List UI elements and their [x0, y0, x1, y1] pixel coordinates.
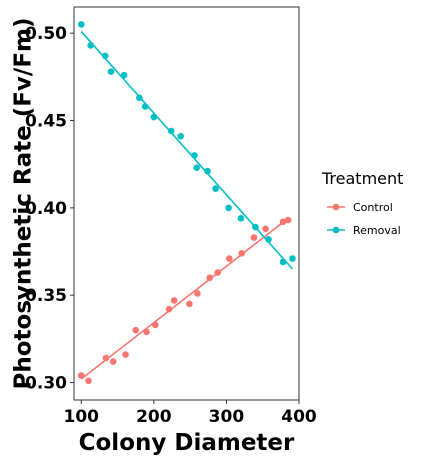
data-point-removal — [120, 71, 128, 79]
data-point-control — [151, 321, 159, 329]
data-point-control — [262, 225, 269, 233]
data-point-removal — [191, 152, 198, 159]
data-point-control — [170, 297, 178, 304]
y-tick-label: 0.40 — [25, 199, 67, 219]
legend: Treatment Control Removal — [321, 169, 403, 237]
data-point-removal — [265, 236, 272, 243]
data-point-removal — [289, 255, 296, 262]
legend-label: Control — [353, 201, 393, 214]
data-point-removal — [136, 94, 143, 102]
x-tick-label: 300 — [209, 407, 245, 427]
data-point-removal — [167, 127, 175, 135]
data-point-control — [206, 274, 214, 282]
x-axis: 100 200 300 400 — [64, 400, 317, 427]
x-tick-label: 200 — [136, 407, 172, 427]
data-point-removal — [107, 68, 115, 75]
data-point-removal — [193, 164, 200, 171]
x-axis-title: Colony Diameter — [79, 430, 295, 456]
data-point-removal — [87, 42, 94, 49]
data-point-removal — [150, 113, 158, 121]
legend-item-control: Control — [327, 201, 393, 214]
data-point-control — [226, 255, 233, 262]
y-tick-label: 0.45 — [25, 112, 67, 132]
y-axis: 0.30 0.35 0.40 0.45 0.50 — [25, 24, 74, 394]
data-point-removal — [212, 185, 219, 192]
data-point-control — [102, 354, 110, 362]
x-tick-label: 100 — [64, 407, 100, 427]
legend-label: Removal — [353, 224, 401, 237]
data-point-removal — [204, 167, 211, 175]
data-point-control — [77, 372, 85, 379]
data-point-removal — [252, 223, 259, 231]
data-point-control — [186, 300, 193, 308]
data-point-control — [109, 358, 117, 365]
legend-title: Treatment — [321, 169, 403, 188]
y-tick-label: 0.30 — [25, 374, 67, 394]
x-tick-label: 400 — [281, 407, 317, 427]
plot-panel-border — [73, 6, 300, 401]
legend-item-removal: Removal — [327, 224, 401, 237]
data-point-removal — [177, 132, 184, 140]
data-point-control — [85, 377, 92, 385]
data-point-removal — [141, 103, 149, 110]
trend-line-control — [80, 217, 289, 380]
data-point-control — [214, 269, 222, 276]
y-axis-title: Photosynthetic Rate (Fv/Fm) — [11, 17, 37, 389]
data-point-control — [143, 328, 150, 336]
data-points — [77, 21, 296, 385]
data-point-control — [250, 234, 258, 241]
data-point-removal — [279, 258, 287, 266]
data-point-control — [165, 305, 173, 313]
plot-area — [73, 6, 300, 401]
legend-key-point — [332, 226, 340, 234]
y-tick-label: 0.35 — [25, 286, 67, 306]
legend-items: Control Removal — [327, 201, 401, 237]
data-point-removal — [77, 21, 85, 28]
data-point-control — [122, 351, 129, 358]
legend-key-point — [332, 203, 340, 211]
data-point-removal — [237, 215, 245, 222]
data-point-control — [132, 326, 139, 334]
data-point-control — [279, 218, 287, 226]
data-point-control — [238, 249, 245, 257]
data-point-removal — [101, 52, 109, 60]
data-point-control — [284, 216, 292, 224]
data-point-control — [194, 290, 201, 297]
y-tick-label: 0.50 — [25, 24, 67, 44]
data-point-removal — [225, 204, 232, 212]
